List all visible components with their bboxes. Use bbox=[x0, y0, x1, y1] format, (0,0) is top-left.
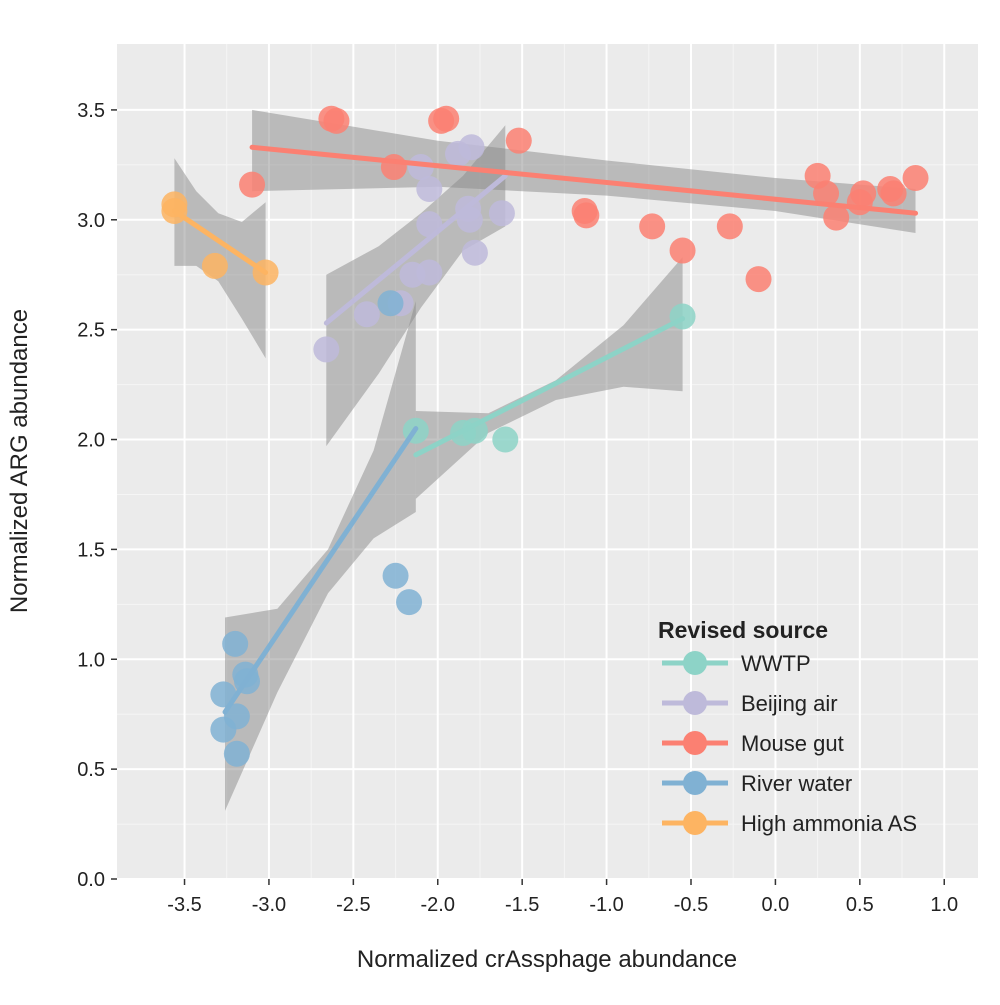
wwtp-data-point bbox=[461, 417, 488, 444]
mouse-gut-data-point bbox=[850, 180, 877, 207]
river-water-fit-line bbox=[222, 426, 419, 715]
x-tick-label: 0.0 bbox=[762, 894, 790, 916]
y-axis-title: Normalized ARG abundance bbox=[6, 309, 33, 613]
mouse-gut-data-point bbox=[573, 202, 600, 229]
mouse-gut-data-point bbox=[902, 165, 929, 192]
mouse-gut-data-point bbox=[823, 204, 850, 231]
data-points bbox=[161, 105, 929, 767]
x-tick-label: -1.0 bbox=[589, 894, 623, 916]
x-tick-label: -2.0 bbox=[421, 894, 455, 916]
beijing-air-fit-line bbox=[323, 173, 508, 326]
mouse-gut-data-point bbox=[239, 171, 266, 198]
mouse-gut-fit-line bbox=[249, 144, 919, 216]
mouse-gut-confidence-band bbox=[252, 109, 916, 233]
x-tick-label: -0.5 bbox=[674, 894, 708, 916]
wwtp-legend-marker bbox=[683, 651, 707, 675]
mouse-gut-data-point bbox=[323, 107, 350, 134]
axes: -3.5 -3.0 -2.5 -2.0 -1.5 -1.0 -0.5 0.0 0.5 1.0 0.0… bbox=[77, 100, 958, 916]
mouse-gut-data-point bbox=[433, 105, 460, 132]
river-water-legend-label: River water bbox=[741, 771, 852, 796]
mouse-gut-data-point bbox=[716, 213, 743, 240]
river-water-data-point bbox=[223, 703, 250, 730]
wwtp-fit-line bbox=[413, 316, 686, 458]
high-ammonia-as-legend-label: High ammonia AS bbox=[741, 811, 917, 836]
x-tick-label: -3.5 bbox=[167, 894, 201, 916]
y-tick-label: 1.0 bbox=[77, 649, 105, 671]
fit-lines bbox=[171, 144, 919, 715]
river-water-data-point bbox=[377, 290, 404, 317]
y-tick-label: 0.5 bbox=[77, 759, 105, 781]
beijing-air-data-point bbox=[461, 239, 488, 266]
high-ammonia-as-data-point bbox=[201, 252, 228, 279]
river-water-data-point bbox=[382, 562, 409, 589]
mouse-gut-data-point bbox=[813, 180, 840, 207]
x-tick-label: 1.0 bbox=[930, 894, 958, 916]
river-water-data-point bbox=[223, 740, 250, 767]
y-tick-label: 2.5 bbox=[77, 320, 105, 342]
mouse-gut-data-point bbox=[669, 237, 696, 264]
x-tick-label: 0.5 bbox=[846, 894, 874, 916]
high-ammonia-as-fit-line bbox=[171, 208, 269, 276]
mouse-gut-data-point bbox=[639, 213, 666, 240]
river-water-confidence-band bbox=[225, 301, 416, 811]
beijing-air-data-point bbox=[407, 154, 434, 181]
mouse-gut-data-point bbox=[880, 180, 907, 207]
wwtp-confidence-band bbox=[415, 257, 683, 499]
river-water-data-point bbox=[396, 589, 423, 616]
x-tick-label: -3.0 bbox=[252, 894, 286, 916]
mouse-gut-legend-marker bbox=[683, 731, 707, 755]
wwtp-data-point bbox=[492, 426, 519, 453]
mouse-gut-data-point bbox=[505, 127, 532, 154]
y-tick-label: 1.5 bbox=[77, 539, 105, 561]
beijing-air-data-point bbox=[416, 259, 443, 286]
y-tick-label: 3.5 bbox=[77, 100, 105, 122]
mouse-gut-legend-label: Mouse gut bbox=[741, 731, 844, 756]
x-tick-label: -2.5 bbox=[336, 894, 370, 916]
wwtp-legend-label: WWTP bbox=[741, 651, 811, 676]
y-tick-label: 0.0 bbox=[77, 869, 105, 891]
river-water-data-point bbox=[222, 630, 249, 657]
y-tick-label: 3.0 bbox=[77, 210, 105, 232]
legend: Revised source WWTP Beijing air Mouse gut R… bbox=[658, 617, 917, 836]
x-axis-title: Normalized crAssphage abundance bbox=[357, 946, 737, 973]
high-ammonia-as-legend-marker bbox=[683, 811, 707, 835]
river-water-legend-marker bbox=[683, 771, 707, 795]
y-tick-label: 2.0 bbox=[77, 430, 105, 452]
x-tick-label: -1.5 bbox=[505, 894, 539, 916]
beijing-air-data-point bbox=[458, 134, 485, 161]
beijing-air-data-point bbox=[313, 336, 340, 363]
mouse-gut-data-point bbox=[745, 266, 772, 293]
beijing-air-legend-label: Beijing air bbox=[741, 691, 838, 716]
legend-title: Revised source bbox=[658, 617, 828, 643]
beijing-air-data-point bbox=[353, 301, 380, 328]
beijing-air-data-point bbox=[416, 176, 443, 203]
beijing-air-data-point bbox=[488, 200, 515, 227]
beijing-air-legend-marker bbox=[683, 691, 707, 715]
